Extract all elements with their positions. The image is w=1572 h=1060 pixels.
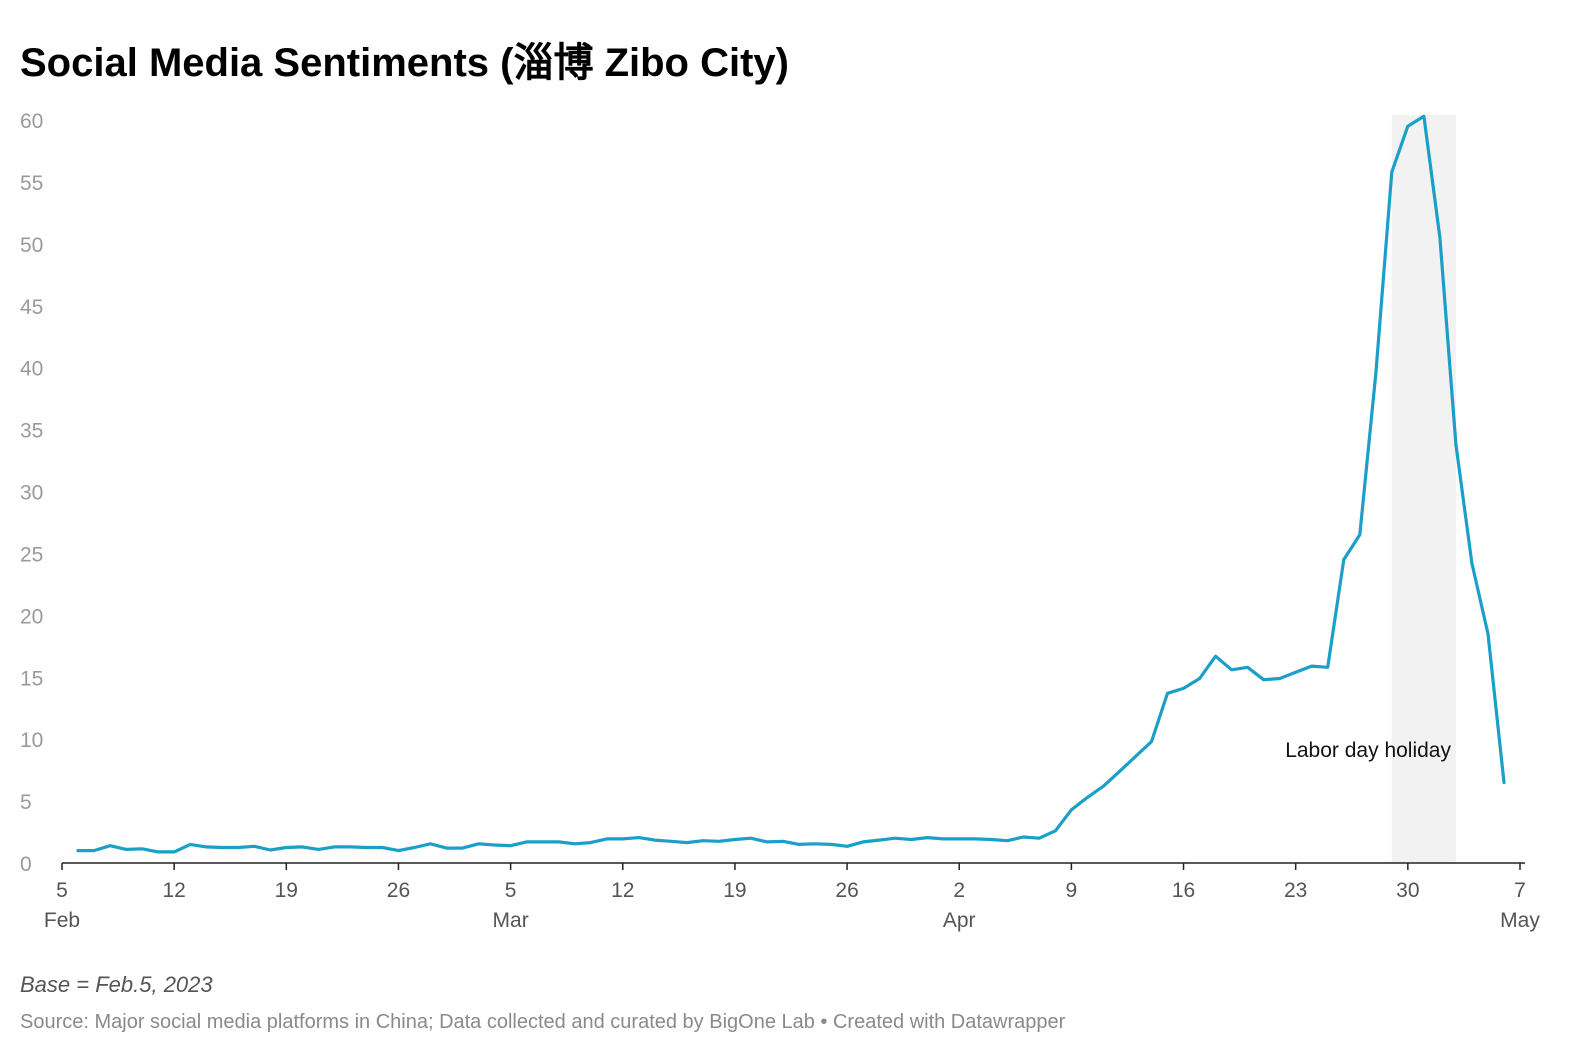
- y-tick-label: 40: [20, 358, 43, 381]
- chart-title: Social Media Sentiments (淄博 Zibo City): [20, 41, 789, 85]
- x-axis: 5 Feb 12 19 26 5 Mar 12 19 26 2 Apr 9 16 23 30 7 May: [44, 862, 1540, 932]
- x-tick-label: 7: [1514, 879, 1526, 902]
- holiday-annotation: Labor day holiday: [1285, 739, 1451, 762]
- x-tick-label: 16: [1172, 879, 1195, 902]
- y-tick-label: 30: [20, 482, 43, 505]
- x-tick-month-label: May: [1500, 909, 1540, 932]
- x-tick-label: 19: [275, 879, 298, 902]
- y-axis: 0 5 10 15 20 25 30 35 40 45 50 55 60: [20, 110, 43, 876]
- source-credit: Source: Major social media platforms in …: [20, 1011, 1066, 1033]
- x-tick-label: 9: [1066, 879, 1078, 902]
- y-tick-label: 0: [20, 853, 32, 876]
- highlight-band-layer: [1391, 115, 1456, 863]
- x-tick-label: 12: [611, 879, 634, 902]
- x-tick-label: 2: [953, 879, 965, 902]
- series-line: [76, 114, 1506, 854]
- annotation-layer: Labor day holiday: [1285, 739, 1451, 762]
- x-tick-month-label: Feb: [44, 909, 80, 932]
- x-tick-month-label: Mar: [493, 909, 529, 932]
- base-note: Base = Feb.5, 2023: [20, 972, 213, 997]
- x-tick-label: 26: [835, 879, 858, 902]
- x-tick-label: 5: [56, 879, 68, 902]
- y-tick-label: 60: [20, 110, 43, 133]
- y-tick-label: 45: [20, 296, 43, 319]
- y-tick-label: 20: [20, 605, 43, 628]
- y-tick-label: 50: [20, 234, 43, 257]
- series-layer: [76, 114, 1506, 854]
- x-tick-month-label: Apr: [943, 909, 976, 932]
- y-tick-label: 10: [20, 729, 43, 752]
- x-tick-label: 30: [1396, 879, 1419, 902]
- x-tick-label: 12: [162, 879, 185, 902]
- holiday-highlight-band: [1391, 115, 1456, 863]
- x-tick-label: 23: [1284, 879, 1307, 902]
- x-tick-label: 26: [387, 879, 410, 902]
- y-tick-label: 35: [20, 420, 43, 443]
- y-tick-label: 25: [20, 543, 43, 566]
- y-tick-label: 15: [20, 667, 43, 690]
- x-tick-label: 5: [505, 879, 517, 902]
- y-tick-label: 55: [20, 172, 43, 195]
- y-tick-label: 5: [20, 791, 32, 814]
- x-tick-label: 19: [723, 879, 746, 902]
